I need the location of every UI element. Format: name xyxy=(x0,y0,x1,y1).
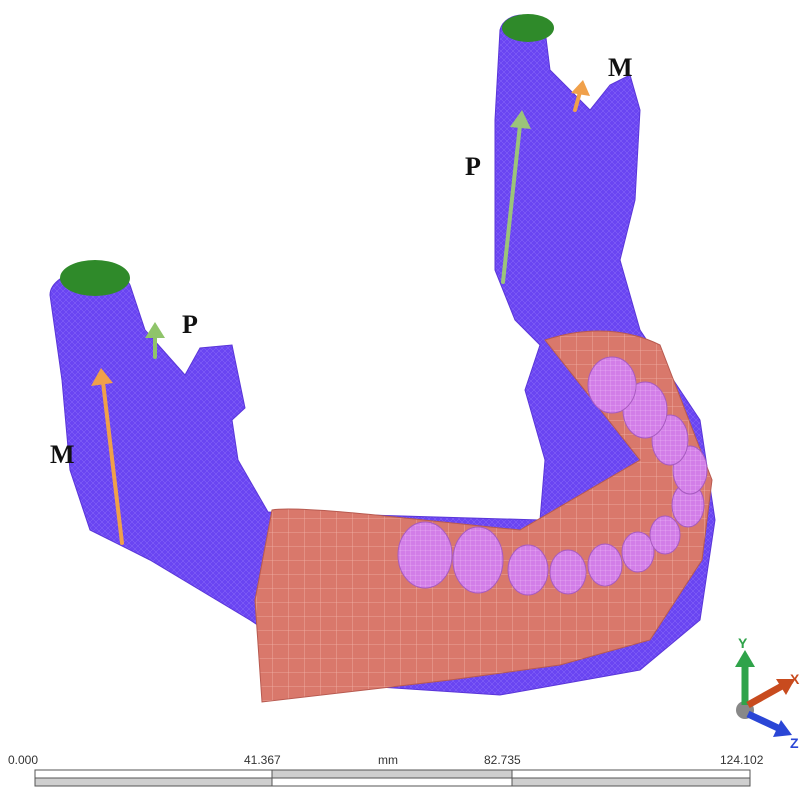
tooth xyxy=(650,516,680,554)
tooth xyxy=(588,357,636,413)
label: P xyxy=(465,152,481,181)
arrow-head xyxy=(145,322,165,338)
figure: M P P M Y X Z 0.000 41.367 mm 82.735 124… xyxy=(0,0,802,801)
label: M xyxy=(608,53,633,82)
scale-tick: 124.102 xyxy=(720,753,764,767)
tooth xyxy=(398,522,452,588)
condyle-cap xyxy=(60,260,130,296)
scale-segment xyxy=(35,770,272,778)
z-axis xyxy=(748,714,778,728)
label: M xyxy=(50,440,75,469)
tooth xyxy=(453,527,503,593)
condyle-cap xyxy=(502,14,554,42)
scale-segment xyxy=(272,770,512,778)
scale-segment xyxy=(35,778,272,786)
axis-triad: Y X Z xyxy=(735,635,800,751)
scale-segment xyxy=(512,770,750,778)
scale-segment xyxy=(512,778,750,786)
scale-unit: mm xyxy=(378,753,398,767)
scale-tick: 82.735 xyxy=(484,753,521,767)
y-head xyxy=(735,650,755,667)
tooth xyxy=(622,532,654,572)
tooth xyxy=(550,550,586,594)
tooth xyxy=(508,545,548,595)
scale-tick: 41.367 xyxy=(244,753,281,767)
axis-label: Z xyxy=(790,735,799,751)
scale-segment xyxy=(272,778,512,786)
scale-tick: 0.000 xyxy=(8,753,38,767)
tooth xyxy=(588,544,622,586)
axis-label: X xyxy=(790,671,800,687)
scale-bar: 0.000 41.367 mm 82.735 124.102 xyxy=(8,753,764,786)
x-axis xyxy=(748,686,782,705)
label: P xyxy=(182,310,198,339)
axis-label: Y xyxy=(738,635,748,651)
